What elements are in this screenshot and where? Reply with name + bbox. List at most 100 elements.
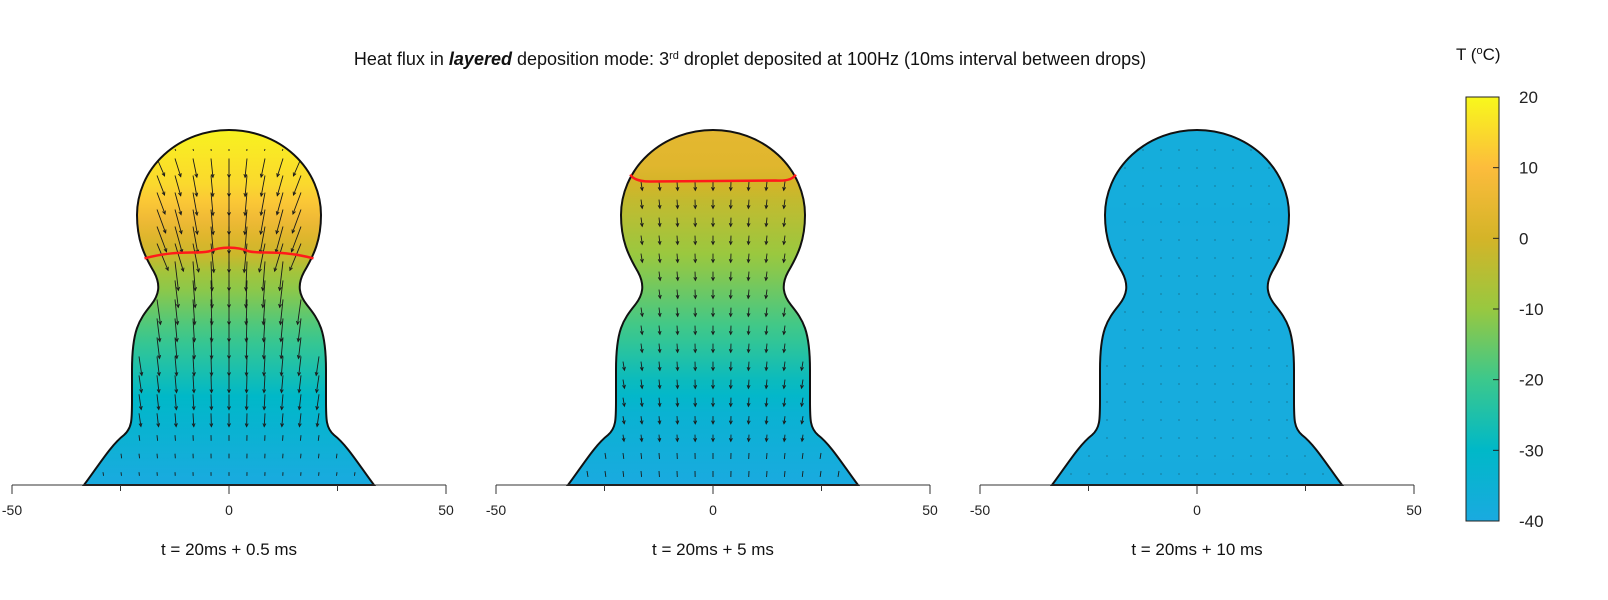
flux-arrow <box>801 470 804 478</box>
flux-arrow <box>156 192 166 215</box>
flux-arrow <box>728 379 733 390</box>
flux-arrow <box>259 192 266 217</box>
flux-arrow <box>621 416 626 425</box>
flux-arrow <box>728 217 733 228</box>
flux-arrow <box>227 413 231 428</box>
flux-arrow <box>782 181 787 192</box>
flux-arrow <box>764 307 769 318</box>
flux-arrow <box>746 289 751 300</box>
flux-arrow <box>209 356 214 377</box>
flux-arrow <box>290 226 302 253</box>
flux-arrow <box>764 181 769 192</box>
flux-arrow <box>782 199 787 210</box>
panel-3-caption: t = 20ms + 10 ms <box>1131 540 1263 559</box>
flux-arrow <box>657 271 662 282</box>
flux-arrow <box>800 397 804 408</box>
droplet-fill <box>568 130 858 485</box>
flux-arrow <box>746 271 751 282</box>
flux-arrow <box>279 337 284 360</box>
flux-arrow <box>693 271 698 282</box>
flux-arrow <box>746 325 751 336</box>
flux-arrow <box>242 243 248 274</box>
heat-flux-arrows <box>102 148 356 476</box>
flux-arrow <box>138 435 141 441</box>
flux-arrow <box>728 307 733 318</box>
colorbar-title-suffix: C) <box>1482 45 1501 64</box>
flux-arrow <box>675 325 680 336</box>
flux-arrow <box>262 375 267 394</box>
flux-arrow <box>156 356 161 377</box>
flux-arrow <box>746 397 751 408</box>
flux-arrow <box>192 175 199 198</box>
flux-arrow <box>675 379 680 390</box>
flux-arrow <box>675 416 680 425</box>
flux-arrow <box>675 181 680 192</box>
flux-arrow <box>657 253 662 264</box>
flux-arrow <box>279 375 284 394</box>
flux-arrow <box>640 307 644 318</box>
flux-arrow <box>728 325 733 336</box>
flux-arrow <box>800 434 805 443</box>
colorbar-title-prefix: T ( <box>1456 45 1477 64</box>
flux-arrow <box>174 299 180 326</box>
flux-arrow <box>819 470 822 478</box>
flux-arrow <box>782 379 787 390</box>
flux-arrow <box>693 181 698 192</box>
flux-arrow <box>711 289 715 300</box>
flux-arrow <box>746 181 751 192</box>
flux-arrow <box>278 299 284 326</box>
flux-arrow <box>782 217 787 228</box>
flux-arrow <box>192 280 197 309</box>
flux-arrow <box>317 435 320 441</box>
colorbar-tick-label: -40 <box>1519 512 1544 531</box>
flux-arrow <box>174 394 178 411</box>
flux-arrow <box>783 470 786 478</box>
flux-arrow <box>675 361 680 372</box>
droplet-fill <box>1052 130 1342 485</box>
flux-arrow <box>657 434 662 443</box>
flux-arrow <box>711 307 715 318</box>
flux-arrow <box>782 343 787 354</box>
flux-arrow <box>297 375 302 394</box>
flux-arrow <box>174 261 180 292</box>
flux-arrow <box>275 209 284 235</box>
flux-arrow <box>711 271 715 282</box>
flux-arrow <box>657 361 662 372</box>
flux-arrow <box>746 361 751 372</box>
flux-arrow <box>174 375 179 394</box>
flux-arrow <box>138 413 143 428</box>
flux-arrow <box>174 280 180 309</box>
flux-arrow <box>764 289 769 300</box>
flux-arrow <box>657 181 662 192</box>
flux-arrow <box>258 243 266 273</box>
flux-arrow <box>174 337 179 360</box>
flux-arrow <box>604 470 607 478</box>
flux-arrow <box>174 243 185 273</box>
flux-arrow <box>711 253 715 264</box>
flux-arrow <box>156 394 161 411</box>
flux-arrow <box>639 397 644 408</box>
x-tick-label: -50 <box>486 502 506 518</box>
droplet-outline <box>566 129 860 486</box>
flux-arrow <box>173 413 178 428</box>
flux-arrow <box>192 209 199 236</box>
flux-arrow <box>210 209 215 236</box>
colorbar-tick-label: -20 <box>1519 371 1544 390</box>
flux-arrow <box>783 452 786 460</box>
flux-arrow <box>156 226 168 253</box>
flux-arrow <box>335 453 338 459</box>
flux-arrow <box>259 209 266 236</box>
flux-arrow <box>764 397 769 408</box>
colorbar-tick-label: 10 <box>1519 159 1538 178</box>
flux-arrow <box>280 394 284 411</box>
flux-arrow <box>210 175 215 198</box>
flux-arrow <box>746 343 751 354</box>
flux-arrow <box>174 356 179 377</box>
flux-arrow <box>764 343 769 354</box>
flux-arrow <box>243 209 248 236</box>
colorbar-title: T (oC) <box>1456 45 1501 65</box>
flux-arrow <box>174 192 183 216</box>
flux-arrow <box>291 209 302 234</box>
flux-arrow <box>746 199 751 210</box>
flux-arrow <box>275 192 284 216</box>
